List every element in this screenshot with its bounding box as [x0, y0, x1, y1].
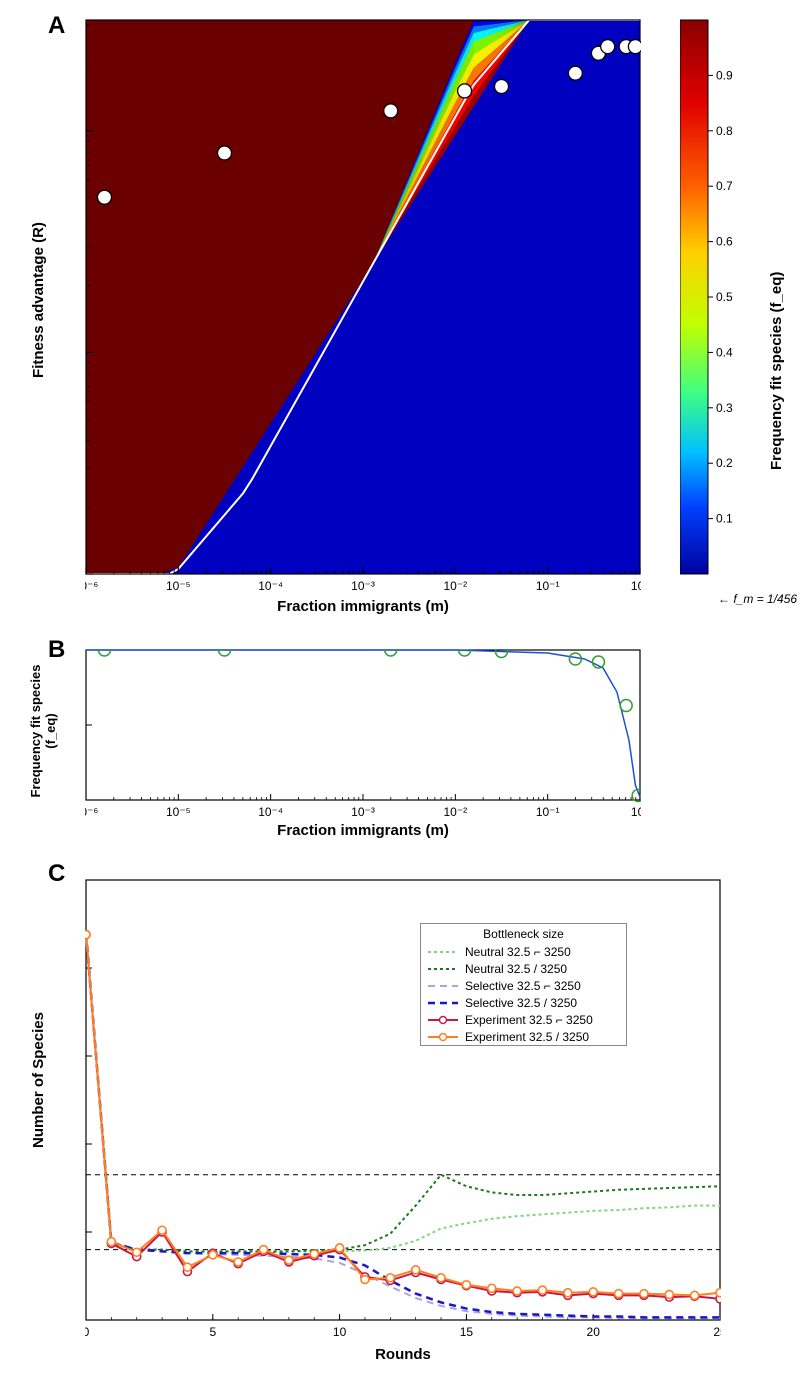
svg-text:10: 10 — [333, 1325, 347, 1339]
svg-text:10⁰: 10⁰ — [631, 579, 641, 593]
panel-a-xlabel: Fraction immigrants (m) — [86, 598, 640, 615]
svg-text:0.9: 0.9 — [716, 68, 733, 82]
panel-b-xlabel: Fraction immigrants (m) — [86, 822, 640, 839]
legend-item: Selective 32.5 ⌐ 3250 — [421, 977, 626, 994]
panel-a-heatmap: 10⁻⁶10⁻⁵10⁻⁴10⁻³10⁻²10⁻¹10⁰10⁻²10⁻¹10⁰ — [85, 19, 641, 603]
svg-text:10⁻⁶: 10⁻⁶ — [85, 805, 98, 819]
svg-text:0.8: 0.8 — [716, 124, 733, 138]
legend-item: Experiment 32.5 / 3250 — [421, 1028, 626, 1045]
legend-item: Experiment 32.5 ⌐ 3250 — [421, 1011, 626, 1028]
svg-text:5: 5 — [209, 1325, 216, 1339]
svg-text:10⁻²: 10⁻² — [443, 579, 467, 593]
panel-c-xlabel: Rounds — [86, 1346, 720, 1363]
svg-text:10⁻⁴: 10⁻⁴ — [258, 805, 283, 819]
svg-text:10⁻⁵: 10⁻⁵ — [166, 805, 191, 819]
svg-text:25: 25 — [713, 1325, 721, 1339]
svg-text:10⁻¹: 10⁻¹ — [536, 579, 560, 593]
legend-label: Neutral 32.5 / 3250 — [465, 962, 567, 976]
svg-text:10⁻¹: 10⁻¹ — [536, 805, 560, 819]
svg-text:10⁻³: 10⁻³ — [351, 805, 375, 819]
svg-text:15: 15 — [460, 1325, 474, 1339]
legend-label: Selective 32.5 ⌐ 3250 — [465, 979, 581, 993]
colorbar-annotation: ← f_m = 1/456 — [718, 592, 797, 606]
legend-title: Bottleneck size — [421, 927, 626, 941]
svg-text:10⁻³: 10⁻³ — [351, 579, 375, 593]
legend-label: Selective 32.5 / 3250 — [465, 996, 577, 1010]
panel-c-legend: Bottleneck size Neutral 32.5 ⌐ 3250 Neutr… — [420, 923, 627, 1046]
legend-item: Neutral 32.5 ⌐ 3250 — [421, 943, 626, 960]
svg-text:10⁻⁶: 10⁻⁶ — [85, 579, 98, 593]
legend-label: Neutral 32.5 ⌐ 3250 — [465, 945, 571, 959]
panel-b-ylabel: Frequency fit species (f_eq) — [28, 646, 58, 816]
svg-text:20: 20 — [587, 1325, 601, 1339]
panel-letter-c: C — [48, 860, 65, 888]
colorbar-title: Frequency fit species (f_eq) — [768, 110, 785, 470]
svg-text:10⁰: 10⁰ — [631, 805, 641, 819]
legend-label: Experiment 32.5 ⌐ 3250 — [465, 1013, 593, 1027]
svg-text:0.2: 0.2 — [716, 456, 733, 470]
panel-letter-a: A — [48, 12, 65, 40]
legend-item: Selective 32.5 / 3250 — [421, 994, 626, 1011]
panel-a-colorbar: 0.1 0.2 0.3 0.4 0.5 0.6 0.7 0.8 0.9 — [680, 18, 758, 576]
legend-label: Experiment 32.5 / 3250 — [465, 1030, 589, 1044]
panel-b-chart: 10⁻⁶10⁻⁵10⁻⁴10⁻³10⁻²10⁻¹10⁰00.51 — [85, 649, 641, 829]
figure-page: { "figure_dims": {"w":800,"h":1392,"bg":… — [0, 0, 800, 1392]
svg-text:0: 0 — [85, 1325, 90, 1339]
panel-a-ylabel: Fitness advantage (R) — [30, 150, 47, 450]
legend-item: Neutral 32.5 / 3250 — [421, 960, 626, 977]
svg-text:0.7: 0.7 — [716, 179, 733, 193]
svg-text:0.1: 0.1 — [716, 512, 733, 526]
svg-text:0.4: 0.4 — [716, 345, 733, 359]
panel-c-ylabel: Number of Species — [30, 980, 47, 1180]
svg-text:0.6: 0.6 — [716, 235, 733, 249]
svg-text:10⁻⁵: 10⁻⁵ — [166, 579, 191, 593]
svg-text:0.3: 0.3 — [716, 401, 733, 415]
svg-text:0.5: 0.5 — [716, 290, 733, 304]
svg-text:10⁻⁴: 10⁻⁴ — [258, 579, 283, 593]
svg-text:10⁻²: 10⁻² — [443, 805, 467, 819]
